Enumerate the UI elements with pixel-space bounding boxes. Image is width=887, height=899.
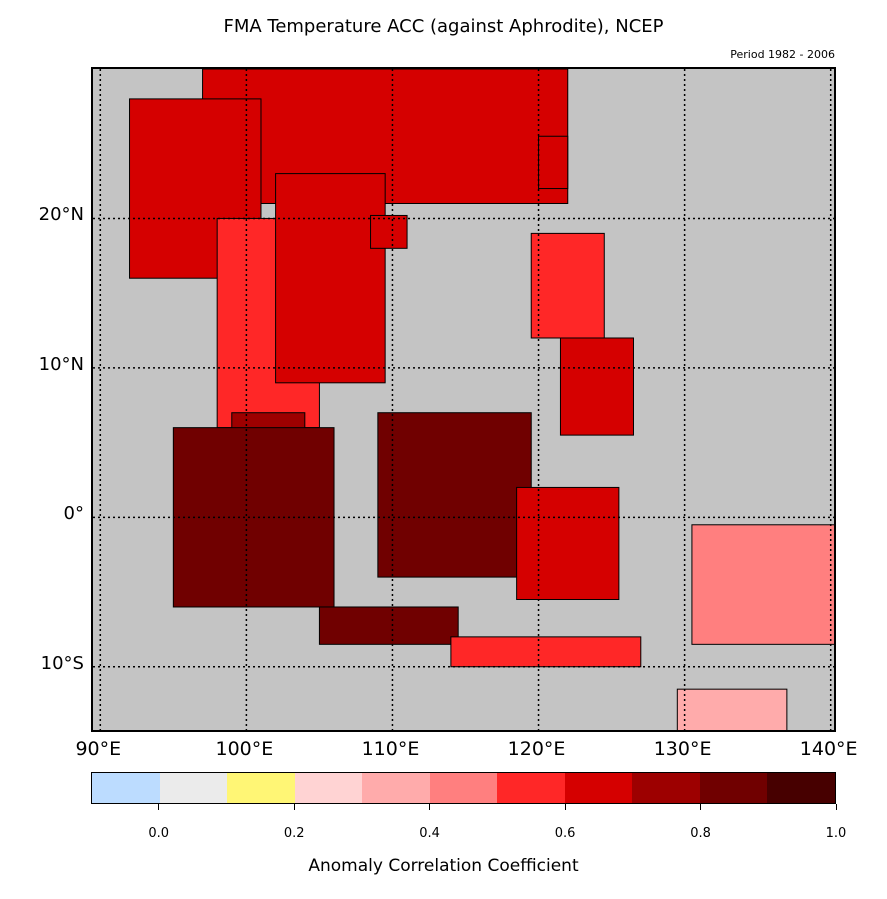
- colorbar-tick: [158, 804, 160, 810]
- region-cell-11: [538, 135, 569, 190]
- region-cell-3: [275, 173, 386, 384]
- acc-map: [93, 69, 834, 730]
- colorbar-segment: [497, 773, 565, 803]
- colorbar-tick: [700, 804, 702, 810]
- colorbar-tick: [835, 804, 837, 810]
- region-cell-9: [530, 232, 605, 339]
- region-cell-6: [318, 606, 459, 645]
- lat-label: 10°N: [38, 353, 84, 375]
- colorbar-segment: [429, 773, 498, 803]
- colorbar-title: Anomaly Correlation Coefficient: [308, 856, 579, 876]
- colorbar-tick-label: 1.0: [825, 826, 847, 841]
- colorbar-segment: [564, 773, 633, 803]
- region-cell-12: [370, 214, 408, 249]
- region-cell-10: [559, 337, 634, 436]
- colorbar-segment: [767, 773, 836, 803]
- region-cell-13: [450, 636, 642, 668]
- period-subtitle: Period 1982 - 2006: [730, 48, 835, 61]
- colorbar-segment: [362, 773, 430, 803]
- map-frame: [91, 67, 836, 732]
- colorbar-segment: [159, 773, 228, 803]
- region-cell-7: [377, 412, 532, 578]
- colorbar-tick-label: 0.6: [554, 826, 576, 841]
- colorbar-segment: [92, 773, 160, 803]
- colorbar-segment: [227, 773, 295, 803]
- lon-label: 90°E: [75, 738, 122, 760]
- lat-label: 10°S: [40, 652, 84, 674]
- colorbar-segment: [699, 773, 768, 803]
- colorbar: [91, 772, 836, 804]
- region-cell-15: [676, 688, 788, 730]
- region-cell-14: [691, 524, 834, 645]
- region-cell-8: [516, 486, 620, 601]
- colorbar-tick-label: 0.0: [148, 826, 170, 841]
- colorbar-tick-label: 0.2: [283, 826, 305, 841]
- lat-label: 20°N: [38, 204, 84, 226]
- lon-label: 100°E: [215, 738, 274, 760]
- map-title: FMA Temperature ACC (against Aphrodite),…: [223, 16, 664, 37]
- colorbar-tick: [429, 804, 431, 810]
- colorbar-segment: [294, 773, 363, 803]
- colorbar-segment: [632, 773, 700, 803]
- lon-label: 110°E: [361, 738, 420, 760]
- colorbar-tick: [564, 804, 566, 810]
- lat-label: 0°: [63, 503, 84, 525]
- lon-label: 140°E: [799, 738, 858, 760]
- colorbar-tick: [293, 804, 295, 810]
- colorbar-tick-label: 0.4: [419, 826, 440, 841]
- colorbar-tick-label: 0.8: [690, 826, 711, 841]
- lon-label: 130°E: [653, 738, 712, 760]
- lon-label: 120°E: [507, 738, 566, 760]
